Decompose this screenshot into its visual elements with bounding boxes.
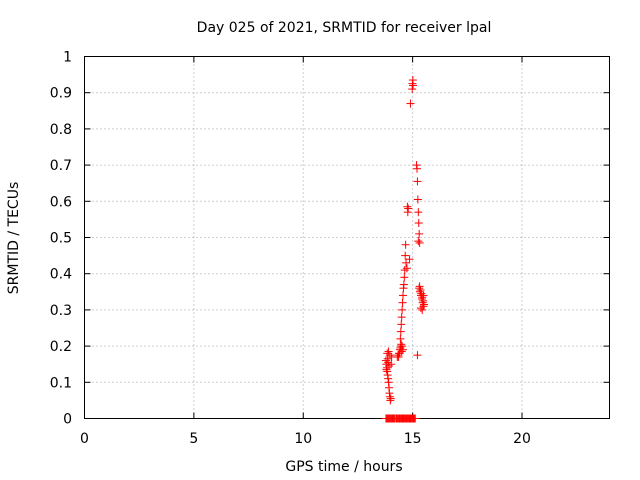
x-axis-label: GPS time / hours	[285, 459, 402, 475]
grid	[84, 56, 610, 419]
data-point	[395, 349, 404, 358]
y-tick-label: 1	[63, 50, 72, 66]
data-point	[416, 304, 425, 313]
data-point	[396, 334, 405, 343]
data-point	[397, 320, 406, 329]
data-point	[384, 358, 393, 367]
data-point	[413, 351, 422, 360]
data-points	[381, 76, 428, 423]
chart-title: Day 025 of 2021, SRMTID for receiver lpa…	[197, 20, 492, 36]
x-tick-label: 20	[513, 431, 531, 447]
x-tick-label: 5	[189, 431, 198, 447]
y-tick-label: 0.8	[50, 122, 72, 138]
data-point	[414, 237, 423, 246]
data-point	[404, 204, 413, 213]
data-point	[402, 264, 411, 273]
data-point	[386, 394, 395, 403]
data-point	[409, 81, 418, 90]
data-point	[406, 99, 415, 108]
y-axis: 0 0.1 0.2 0.3 0.4 0.5 0.6 0.7 0.8 0.9 1	[50, 50, 610, 428]
data-point	[405, 255, 414, 264]
y-tick-label: 0.7	[50, 158, 72, 174]
x-axis: 0 5 10 15 20	[80, 56, 531, 447]
data-point	[400, 266, 409, 275]
data-point	[413, 164, 421, 173]
y-axis-label: SRMTID / TECUs	[6, 182, 22, 295]
data-point	[413, 195, 422, 204]
data-point	[394, 352, 403, 361]
data-point	[414, 208, 423, 217]
data-point	[398, 298, 407, 307]
data-point	[400, 273, 409, 282]
y-tick-label: 0.4	[50, 267, 72, 283]
data-point	[416, 285, 425, 294]
data-point	[415, 282, 424, 291]
y-tick-label: 0.9	[50, 86, 72, 102]
data-point	[396, 327, 405, 336]
x-tick-label: 10	[294, 431, 312, 447]
data-point	[384, 347, 393, 356]
data-point	[399, 291, 407, 300]
data-point	[402, 258, 411, 267]
y-tick-label: 0.2	[50, 339, 72, 355]
y-tick-label: 0.1	[50, 375, 72, 391]
data-point	[414, 219, 423, 228]
data-point	[415, 238, 424, 247]
data-point	[399, 345, 407, 354]
data-point	[419, 291, 428, 300]
y-tick-label: 0.5	[50, 231, 72, 247]
y-tick-label: 0.6	[50, 194, 72, 210]
data-point	[397, 313, 406, 322]
data-point	[401, 240, 410, 249]
data-point	[415, 229, 424, 238]
y-tick-label: 0.3	[50, 303, 72, 319]
x-tick-label: 0	[80, 431, 89, 447]
data-point	[401, 251, 410, 260]
data-point	[418, 293, 427, 302]
plot-frame	[84, 56, 610, 419]
data-point	[411, 414, 420, 423]
data-point	[417, 289, 426, 298]
y-tick-label: 0	[63, 412, 72, 428]
data-point	[399, 280, 408, 289]
data-point	[398, 342, 407, 351]
data-point	[418, 305, 427, 314]
data-point	[413, 177, 422, 186]
data-point	[382, 365, 391, 374]
data-point	[397, 340, 406, 349]
x-tick-label: 15	[404, 431, 422, 447]
data-point	[398, 305, 407, 314]
